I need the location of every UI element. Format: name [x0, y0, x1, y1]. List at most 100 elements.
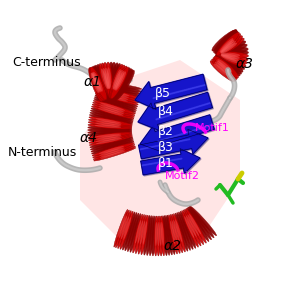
- Ellipse shape: [180, 211, 196, 248]
- Ellipse shape: [98, 108, 124, 116]
- Ellipse shape: [109, 63, 121, 98]
- Ellipse shape: [157, 222, 160, 246]
- Polygon shape: [158, 124, 213, 142]
- Polygon shape: [140, 139, 190, 150]
- Polygon shape: [139, 93, 213, 131]
- Ellipse shape: [121, 216, 129, 239]
- Ellipse shape: [187, 208, 209, 242]
- Ellipse shape: [217, 44, 247, 56]
- Ellipse shape: [184, 209, 204, 244]
- Ellipse shape: [92, 106, 134, 119]
- Ellipse shape: [160, 216, 165, 256]
- Ellipse shape: [92, 141, 134, 154]
- Ellipse shape: [162, 216, 167, 256]
- Ellipse shape: [91, 73, 99, 93]
- Ellipse shape: [91, 138, 133, 150]
- Ellipse shape: [98, 85, 141, 94]
- Ellipse shape: [96, 92, 138, 105]
- Text: C-terminus: C-terminus: [12, 56, 81, 70]
- Ellipse shape: [88, 119, 132, 127]
- Ellipse shape: [90, 137, 133, 148]
- Ellipse shape: [95, 125, 121, 128]
- Ellipse shape: [186, 215, 196, 237]
- Ellipse shape: [217, 41, 246, 56]
- Ellipse shape: [215, 55, 240, 76]
- Ellipse shape: [88, 126, 132, 130]
- Ellipse shape: [152, 216, 156, 256]
- Ellipse shape: [170, 221, 176, 244]
- Ellipse shape: [108, 63, 118, 98]
- Ellipse shape: [97, 64, 111, 98]
- Ellipse shape: [95, 134, 121, 137]
- Ellipse shape: [220, 38, 233, 52]
- Ellipse shape: [164, 216, 170, 255]
- Ellipse shape: [100, 151, 125, 159]
- Ellipse shape: [94, 66, 109, 99]
- Ellipse shape: [92, 72, 101, 92]
- Ellipse shape: [217, 47, 248, 56]
- Ellipse shape: [99, 148, 124, 156]
- Ellipse shape: [91, 67, 107, 100]
- Ellipse shape: [215, 62, 230, 75]
- Ellipse shape: [103, 91, 129, 98]
- Ellipse shape: [111, 67, 129, 99]
- Ellipse shape: [100, 102, 125, 111]
- Ellipse shape: [175, 213, 188, 251]
- Ellipse shape: [114, 209, 128, 247]
- Ellipse shape: [217, 34, 241, 56]
- Ellipse shape: [146, 216, 152, 255]
- Ellipse shape: [217, 53, 245, 70]
- Ellipse shape: [144, 215, 150, 255]
- Ellipse shape: [99, 64, 111, 98]
- Ellipse shape: [97, 88, 140, 99]
- Ellipse shape: [184, 216, 194, 238]
- Ellipse shape: [98, 82, 142, 90]
- Ellipse shape: [89, 136, 132, 146]
- Ellipse shape: [175, 219, 182, 242]
- Ellipse shape: [93, 144, 135, 158]
- Ellipse shape: [89, 117, 132, 126]
- Ellipse shape: [112, 69, 132, 100]
- Ellipse shape: [94, 148, 136, 161]
- Polygon shape: [142, 150, 201, 176]
- Ellipse shape: [105, 68, 110, 89]
- Ellipse shape: [188, 214, 199, 236]
- Ellipse shape: [96, 90, 139, 103]
- Polygon shape: [138, 92, 212, 130]
- Ellipse shape: [213, 30, 237, 53]
- Ellipse shape: [220, 41, 236, 53]
- Ellipse shape: [169, 215, 178, 254]
- Ellipse shape: [210, 61, 235, 82]
- Ellipse shape: [95, 120, 121, 125]
- Polygon shape: [141, 116, 215, 153]
- Ellipse shape: [109, 64, 123, 98]
- Ellipse shape: [99, 146, 124, 154]
- Ellipse shape: [93, 146, 135, 160]
- Ellipse shape: [216, 61, 231, 74]
- Polygon shape: [142, 158, 182, 166]
- Polygon shape: [153, 85, 206, 99]
- Ellipse shape: [183, 210, 201, 246]
- Ellipse shape: [216, 54, 242, 74]
- Ellipse shape: [155, 222, 158, 246]
- Ellipse shape: [91, 108, 134, 120]
- Ellipse shape: [216, 32, 239, 56]
- Ellipse shape: [212, 30, 237, 51]
- Ellipse shape: [104, 89, 129, 96]
- Ellipse shape: [217, 52, 248, 62]
- Ellipse shape: [106, 62, 113, 98]
- Text: α3: α3: [236, 57, 254, 71]
- Text: N-terminus: N-terminus: [8, 146, 77, 158]
- Ellipse shape: [214, 64, 229, 76]
- Ellipse shape: [116, 71, 126, 91]
- Ellipse shape: [221, 54, 239, 61]
- Ellipse shape: [221, 55, 238, 63]
- Ellipse shape: [128, 213, 139, 252]
- Ellipse shape: [140, 221, 145, 244]
- Ellipse shape: [214, 56, 238, 78]
- Ellipse shape: [158, 216, 163, 256]
- Ellipse shape: [149, 216, 154, 256]
- Ellipse shape: [189, 206, 214, 238]
- Ellipse shape: [216, 53, 243, 72]
- Ellipse shape: [88, 122, 132, 128]
